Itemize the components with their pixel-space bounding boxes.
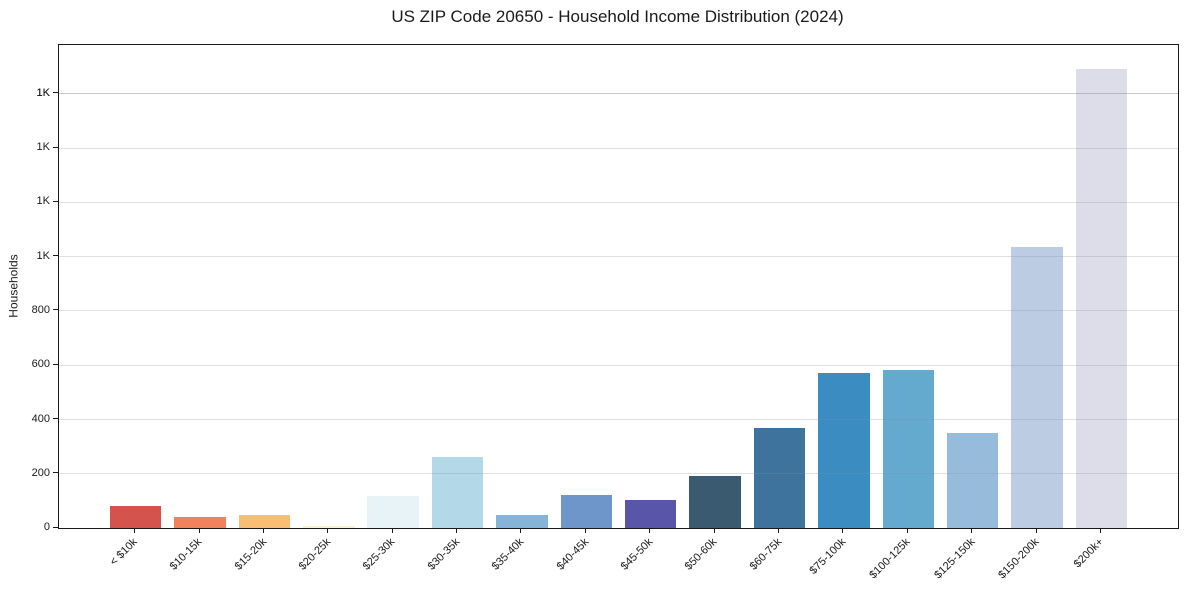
x-tick-label: $45-50k: [618, 536, 656, 573]
bar-$10-15k: [174, 517, 226, 528]
x-tick-label: $15-20k: [232, 536, 269, 573]
bar-$30-35k: [431, 456, 484, 528]
bar-$35-40k: [496, 515, 548, 528]
y-axis-label-strip: Households: [2, 44, 26, 527]
x-tick-label: $25-30k: [361, 536, 398, 573]
chart-title: US ZIP Code 20650 - Household Income Dis…: [391, 7, 844, 26]
gridline-600: [59, 364, 1178, 366]
gridline-1000: [59, 256, 1178, 258]
x-tick-label: $30-35k: [425, 536, 462, 573]
x-tick-label: $150-200k: [996, 536, 1042, 582]
plot-area: [58, 44, 1179, 529]
gridline-1400: [59, 147, 1178, 149]
gridline-1600: [59, 93, 1178, 95]
bar-$100-125k: [882, 369, 934, 528]
y-axis-label: Households: [7, 253, 21, 318]
x-tick-label: $40-45k: [554, 536, 591, 573]
gridline-800: [59, 310, 1178, 312]
bar-$75-100k: [818, 373, 870, 528]
x-tick-label: < $10k: [108, 536, 141, 569]
bar-< $10k: [109, 506, 162, 528]
bar-$45-50k: [624, 500, 677, 528]
bar-$50-60k: [689, 475, 741, 528]
gridline-400: [59, 419, 1178, 420]
bar-$40-45k: [560, 494, 613, 528]
gridline-1600: [59, 93, 1178, 95]
bar-$20-25k: [303, 526, 355, 528]
x-tick-label: $10-15k: [167, 536, 205, 573]
x-tick-label: $50-60k: [682, 536, 720, 573]
bar-$150-200k: [1011, 246, 1063, 528]
bar-$125-150k: [946, 433, 999, 528]
bar-$60-75k: [753, 427, 806, 528]
x-tick-label: $100-125k: [867, 536, 913, 582]
gridline-200: [59, 473, 1178, 475]
x-tick-label: $125-150k: [931, 536, 978, 582]
x-tick-label: $75-100k: [807, 536, 849, 577]
x-tick-label: $200k+: [1071, 536, 1106, 571]
gridline-1200: [59, 201, 1178, 203]
x-tick-label: $35-40k: [489, 536, 527, 573]
x-tick-label: $60-75k: [747, 536, 784, 573]
bar-$200k+: [1075, 69, 1128, 528]
x-tick-label: $20-25k: [296, 536, 334, 573]
bar-$25-30k: [367, 496, 419, 528]
bar-$15-20k: [238, 515, 291, 528]
